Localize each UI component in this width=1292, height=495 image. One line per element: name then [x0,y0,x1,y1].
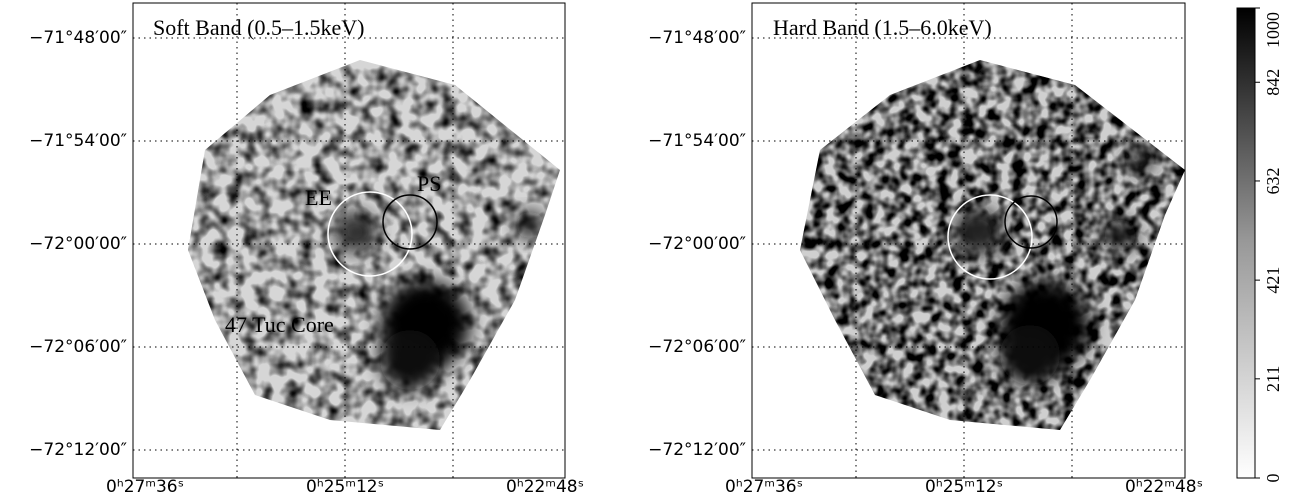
y-tick-label: −72°12′00″ [648,440,746,460]
y-tick-label: −72°06′00″ [648,337,746,357]
y-tick-label: −71°54′00″ [29,131,127,151]
ee-circle [327,191,413,277]
y-tick-label: −72°12′00″ [29,440,127,460]
x-tick-label: 0ʰ22ᵐ48ˢ [1125,477,1203,495]
frame [751,2,1186,479]
y-tick-label: −72°00′00″ [29,234,127,254]
panel-title: Soft Band (0.5–1.5keV) [153,15,364,40]
annotation: PS [417,171,441,196]
y-tick-label: −71°48′00″ [648,28,746,48]
frame [132,2,566,479]
x-tick-label: 0ʰ25ᵐ12ˢ [306,477,384,495]
y-tick-label: −72°00′00″ [648,234,746,254]
ee-circle [947,194,1033,280]
colorbar-tick-label: 1000 [1263,12,1283,48]
colorbar-tick-label: 842 [1263,69,1283,96]
colorbar-tick-label: 211 [1263,366,1283,392]
y-tick-label: −72°06′00″ [29,337,127,357]
axis-labels: −71°48′00″ −71°54′00″ −72°00′00″ −72°06′00″… [29,7,1283,495]
annotation: 47 Tuc Core [225,312,334,337]
grid [133,3,565,478]
xray-image [800,60,1185,430]
ps-circle [382,194,438,250]
x-tick-label: 0ʰ27ᵐ36ˢ [106,477,184,495]
y-tick-label: −71°54′00″ [648,131,746,151]
colorbar [1236,7,1256,479]
colorbar-tick-label: 421 [1263,267,1283,294]
x-tick-label: 0ʰ22ᵐ48ˢ [506,477,584,495]
panel: Hard Band (1.5–6.0keV) [751,2,1186,479]
colorbar-tick-label: 0 [1263,474,1283,483]
y-tick-label: −71°48′00″ [29,28,127,48]
grid [752,3,1185,478]
panel-title: Hard Band (1.5–6.0keV) [773,15,992,40]
x-tick-label: 0ʰ25ᵐ12ˢ [925,477,1003,495]
panel: Soft Band (0.5–1.5keV) EE PS 47 Tuc Core [132,2,566,479]
ps-circle [1004,195,1058,249]
colorbar-tick-label: 632 [1263,167,1283,194]
annotation: EE [305,185,332,210]
x-tick-label: 0ʰ27ᵐ36ˢ [725,477,803,495]
xray-image [188,60,560,430]
